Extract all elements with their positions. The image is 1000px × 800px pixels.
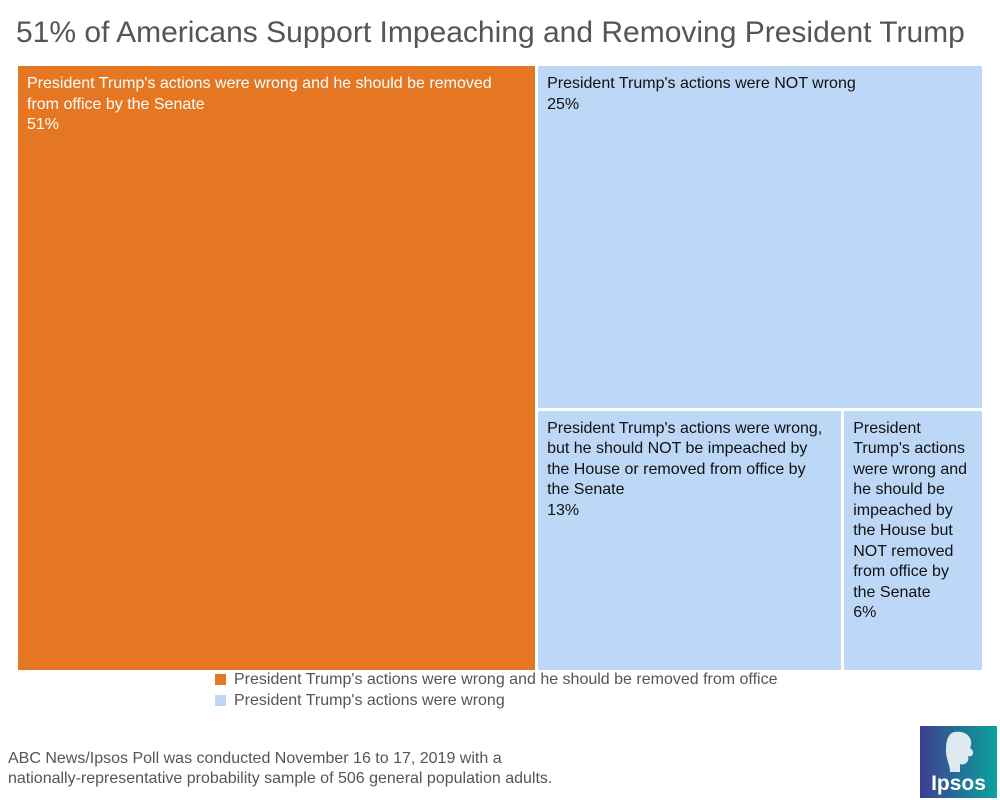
legend: President Trump's actions were wrong and… — [215, 669, 777, 711]
legend-item-removed: President Trump's actions were wrong and… — [215, 669, 777, 690]
footnote-line-1: ABC News/Ipsos Poll was conducted Novemb… — [8, 750, 502, 767]
legend-item-wrong: President Trump's actions were wrong — [215, 690, 777, 711]
logo-wordmark: Ipsos — [931, 772, 986, 795]
footnote-line-2: nationally-representative probability sa… — [8, 770, 553, 787]
tile-impeached-not-removed: President Trump's actions were wrong and… — [844, 410, 983, 670]
source-footnote: ABC News/Ipsos Poll was conducted Novemb… — [8, 749, 552, 789]
tile-removed-by-senate: President Trump's actions were wrong and… — [18, 66, 536, 670]
ipsos-logo: Ipsos — [920, 726, 997, 798]
tile-label: President Trump's actions were NOT wrong — [547, 75, 856, 92]
chart-title: 51% of Americans Support Impeaching and … — [16, 16, 965, 49]
tile-not-wrong: President Trump's actions were NOT wrong… — [538, 66, 983, 408]
tile-value: 13% — [547, 501, 580, 519]
legend-label-removed: President Trump's actions were wrong and… — [234, 670, 778, 688]
tile-value: 51% — [27, 116, 60, 133]
tile-label: President Trump's actions were wrong and… — [853, 419, 968, 601]
treemap-chart: President Trump's actions were wrong and… — [18, 66, 984, 670]
legend-swatch-removed — [215, 674, 226, 685]
legend-swatch-wrong — [215, 695, 226, 706]
tile-label: President Trump's actions were wrong and… — [27, 75, 492, 113]
tile-label: President Trump's actions were wrong, bu… — [547, 419, 823, 499]
tile-value: 25% — [547, 95, 580, 113]
tile-not-impeached: President Trump's actions were wrong, bu… — [538, 410, 842, 670]
legend-label-wrong: President Trump's actions were wrong — [234, 691, 505, 709]
tile-value: 6% — [853, 604, 877, 622]
